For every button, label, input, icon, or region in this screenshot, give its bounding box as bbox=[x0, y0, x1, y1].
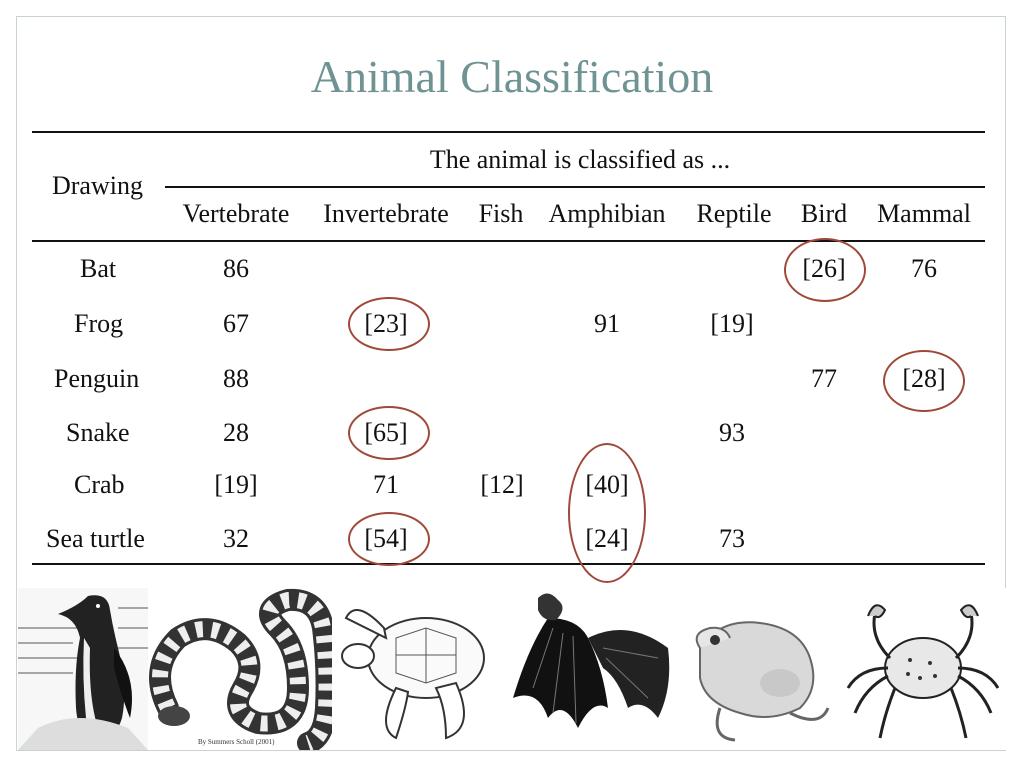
table-cell: 67 bbox=[223, 309, 249, 338]
table-cell: [12] bbox=[480, 470, 524, 499]
col-header-bird: Bird bbox=[800, 199, 848, 228]
row-label-bat: Bat bbox=[80, 254, 117, 283]
table-cell: [19] bbox=[214, 470, 258, 499]
row-label-crab: Crab bbox=[74, 470, 125, 499]
table-cell: 71 bbox=[373, 470, 399, 499]
circle-bat-bird bbox=[784, 238, 866, 302]
col-header-invertebrate: Invertebrate bbox=[323, 199, 449, 228]
col-header-fish: Fish bbox=[478, 199, 524, 228]
circle-frog-invertebrate bbox=[348, 297, 430, 351]
circle-snake-invertebrate bbox=[348, 406, 430, 460]
circle-sea-turtle-invertebrate bbox=[348, 512, 430, 566]
sea-turtle-drawing bbox=[336, 588, 506, 750]
slide-frame bbox=[16, 16, 1006, 751]
table-cell: 73 bbox=[719, 524, 745, 553]
row-label-snake: Snake bbox=[66, 418, 130, 447]
row-label-sea-turtle: Sea turtle bbox=[46, 524, 145, 553]
row-label-frog: Frog bbox=[74, 309, 124, 338]
row-header-drawing: Drawing bbox=[52, 171, 143, 200]
frog-drawing bbox=[680, 588, 840, 750]
table-cell: [19] bbox=[710, 309, 754, 338]
table-cell: 88 bbox=[223, 364, 249, 393]
col-header-amphibian: Amphibian bbox=[548, 199, 666, 228]
bat-drawing bbox=[508, 588, 680, 750]
column-header-rule bbox=[32, 240, 985, 242]
table-cell: 93 bbox=[719, 418, 745, 447]
group-header-rule bbox=[165, 186, 985, 188]
penguin-drawing bbox=[18, 588, 148, 750]
table-cell: 76 bbox=[911, 254, 937, 283]
group-header: The animal is classified as ... bbox=[429, 145, 731, 174]
row-label-penguin: Penguin bbox=[54, 364, 140, 393]
table-top-rule bbox=[32, 131, 985, 133]
image-credit: By Summers Scholl (2001) bbox=[198, 738, 275, 746]
col-header-mammal: Mammal bbox=[877, 199, 971, 228]
snake-drawing bbox=[148, 588, 332, 750]
crab-drawing bbox=[840, 588, 1006, 750]
table-bottom-rule bbox=[32, 563, 985, 565]
circle-amphibian-crab-turtle bbox=[568, 443, 646, 583]
circle-penguin-mammal bbox=[883, 350, 965, 412]
slide-title: Animal Classification bbox=[310, 51, 714, 102]
table-cell: 86 bbox=[223, 254, 249, 283]
table-cell: 77 bbox=[811, 364, 837, 393]
table-cell: 91 bbox=[594, 309, 620, 338]
table-cell: 28 bbox=[223, 418, 249, 447]
col-header-reptile: Reptile bbox=[696, 199, 772, 228]
col-header-vertebrate: Vertebrate bbox=[182, 199, 290, 228]
table-cell: 32 bbox=[223, 524, 249, 553]
